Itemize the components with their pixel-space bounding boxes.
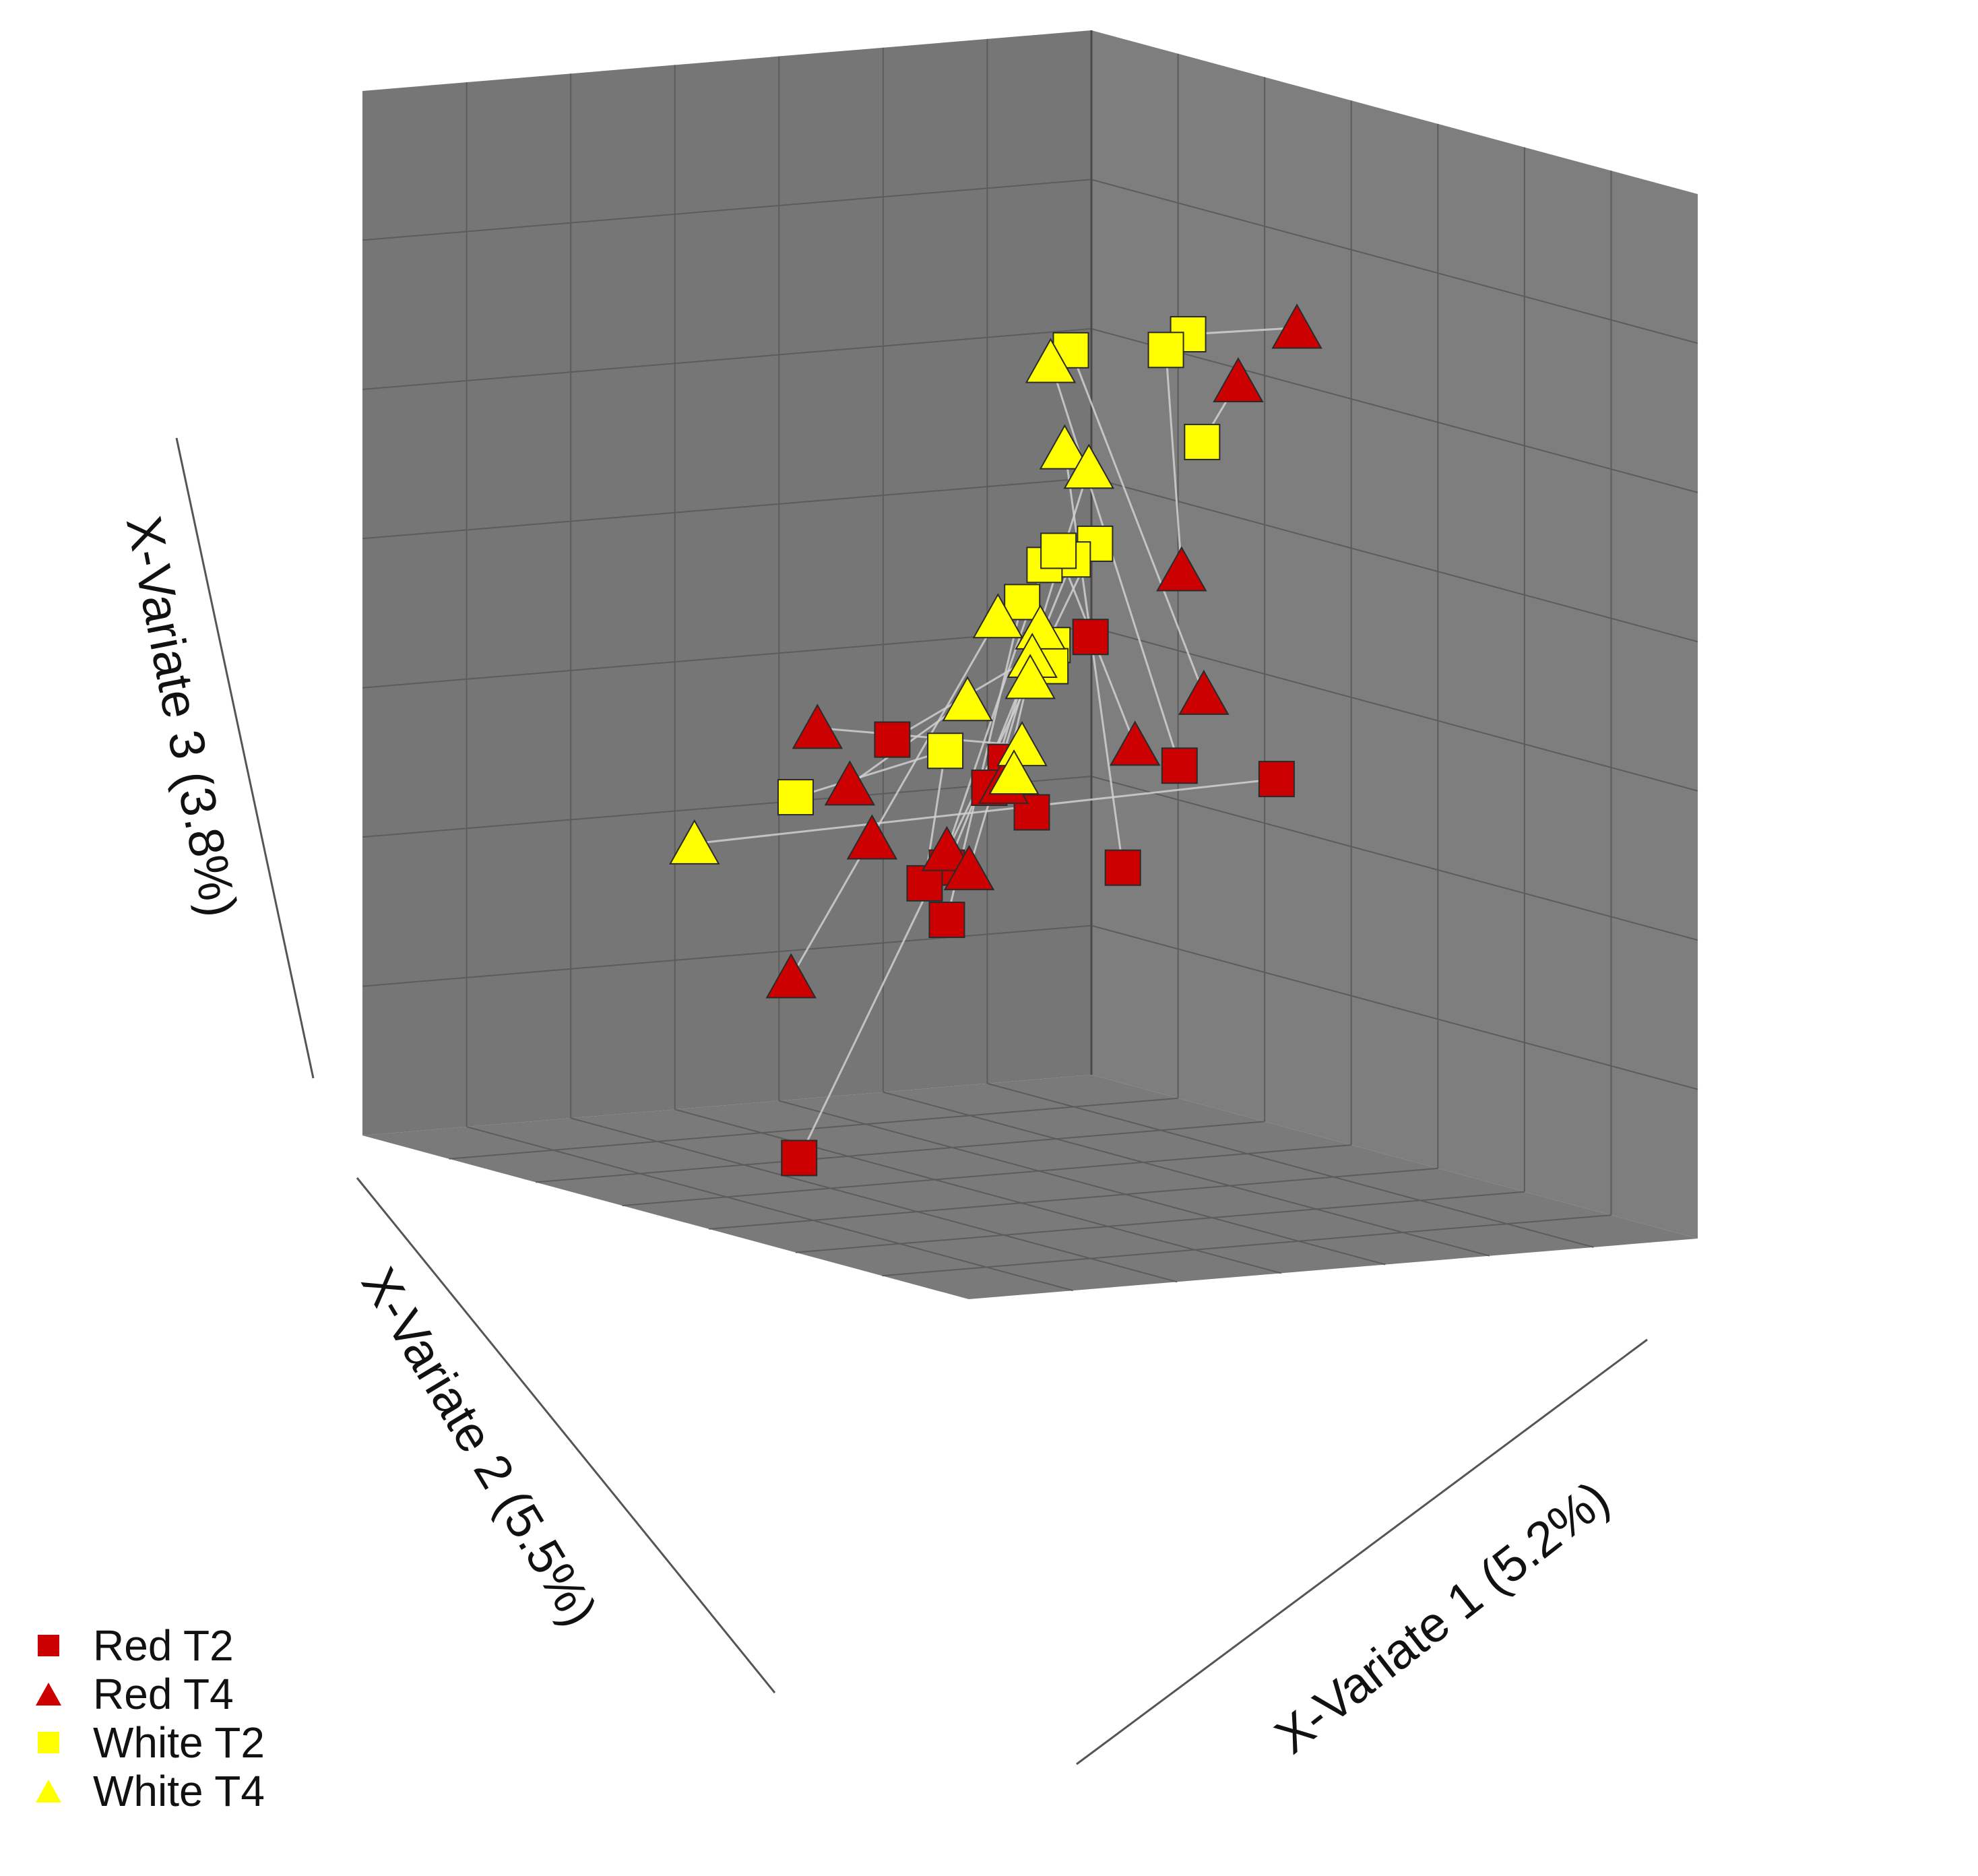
- red-t2-point: [1104, 849, 1141, 886]
- connector-line: [1063, 448, 1124, 868]
- connector-line: [790, 617, 999, 978]
- grid-line: [362, 179, 1092, 241]
- white-t4-point: [1039, 424, 1091, 470]
- white-t2-point: [1040, 532, 1077, 569]
- legend-label: White T2: [93, 1718, 265, 1767]
- grid-line: [362, 776, 1092, 838]
- floor-panel: [362, 1075, 1698, 1299]
- grid-line: [536, 1121, 1265, 1183]
- grid-line: [362, 477, 1092, 540]
- red-square-icon: [35, 1632, 62, 1659]
- grid-line: [1091, 626, 1698, 792]
- grid-line: [795, 1191, 1525, 1253]
- white-t4-point: [972, 593, 1024, 639]
- grid-line: [362, 626, 1092, 689]
- left-wall-panel: [362, 30, 1091, 1135]
- legend-item-white-t2: White T2: [35, 1718, 265, 1767]
- yellow-square-icon: [35, 1729, 62, 1756]
- y-axis-guide: [356, 1177, 776, 1693]
- red-t4-point: [1213, 356, 1264, 402]
- connector-line: [817, 726, 1023, 747]
- white-t4-point: [942, 676, 993, 722]
- red-t4-point: [1178, 669, 1230, 715]
- legend-item-red-t2: Red T2: [35, 1621, 265, 1670]
- red-t4-point: [824, 760, 876, 806]
- grid-line: [882, 1214, 1612, 1277]
- red-triangle-icon: [35, 1681, 62, 1708]
- red-t2-point: [1013, 794, 1050, 831]
- red-t4-point: [846, 814, 898, 860]
- red-t4-point: [943, 845, 995, 891]
- grid-line: [362, 925, 1092, 987]
- grid-line: [622, 1144, 1351, 1207]
- red-t2-point: [928, 902, 965, 939]
- grid-line: [1091, 179, 1698, 344]
- grid-line: [466, 1126, 1073, 1292]
- red-t2-point: [1072, 619, 1109, 656]
- white-t4-point: [988, 749, 1040, 795]
- red-t2-point: [874, 721, 911, 758]
- white-t2-point: [927, 732, 964, 770]
- grid-line: [1091, 477, 1698, 643]
- yellow-triangle-icon: [35, 1778, 62, 1805]
- z-axis-guide: [175, 437, 315, 1079]
- y-axis-label: X-Variate 2 (5.5%): [351, 1258, 608, 1635]
- red-t4-point: [792, 704, 843, 749]
- connector-line: [946, 559, 1074, 869]
- grid-line: [674, 1108, 1281, 1274]
- grid-line: [987, 1082, 1594, 1248]
- grid-line: [779, 1100, 1386, 1265]
- red-t4-point: [1110, 720, 1161, 766]
- connector-line: [795, 749, 946, 799]
- grid-line: [362, 327, 1092, 390]
- grid-line: [570, 1117, 1178, 1283]
- red-t2-point: [906, 865, 943, 902]
- red-t2-point: [1161, 747, 1198, 784]
- red-t4-point: [921, 825, 973, 871]
- red-t4-point: [765, 953, 817, 999]
- connector-line: [1070, 350, 1205, 695]
- grid-line: [1091, 925, 1698, 1090]
- right-wall-panel: [1091, 30, 1698, 1239]
- grid-line: [883, 1091, 1490, 1257]
- grid-line: [1091, 776, 1698, 941]
- white-t4-point: [1025, 338, 1077, 383]
- grid-line: [1091, 327, 1698, 493]
- legend: Red T2 Red T4 White T2 White T4: [35, 1621, 265, 1815]
- white-t2-point: [1147, 332, 1184, 369]
- red-t4-point: [1156, 546, 1207, 592]
- connector-line: [1050, 362, 1181, 766]
- x-axis-label: X-Variate 1 (5.2%): [1265, 1470, 1619, 1765]
- white-t4-point: [669, 819, 720, 865]
- grid-line: [709, 1167, 1438, 1230]
- legend-label: White T4: [93, 1767, 265, 1815]
- data-points: [669, 303, 1322, 1177]
- axis-lines: [175, 437, 1648, 1765]
- x-axis-guide: [1076, 1338, 1648, 1765]
- red-t2-point: [781, 1139, 818, 1177]
- white-t2-point: [1004, 584, 1041, 621]
- z-axis-label: X-Variate 3 (3.8%): [116, 511, 249, 921]
- white-t4-point: [1063, 443, 1115, 489]
- white-t4-point: [1004, 654, 1056, 699]
- legend-item-red-t4: Red T4: [35, 1670, 265, 1718]
- plot-box: [362, 30, 1698, 1299]
- red-t2-point: [1258, 761, 1295, 798]
- red-t4-point: [1271, 303, 1322, 349]
- white-t2-point: [1184, 423, 1221, 460]
- legend-label: Red T4: [93, 1670, 234, 1718]
- connector-line: [1165, 350, 1183, 571]
- legend-label: Red T2: [93, 1621, 234, 1670]
- legend-item-white-t4: White T4: [35, 1767, 265, 1815]
- white-t2-point: [777, 779, 814, 816]
